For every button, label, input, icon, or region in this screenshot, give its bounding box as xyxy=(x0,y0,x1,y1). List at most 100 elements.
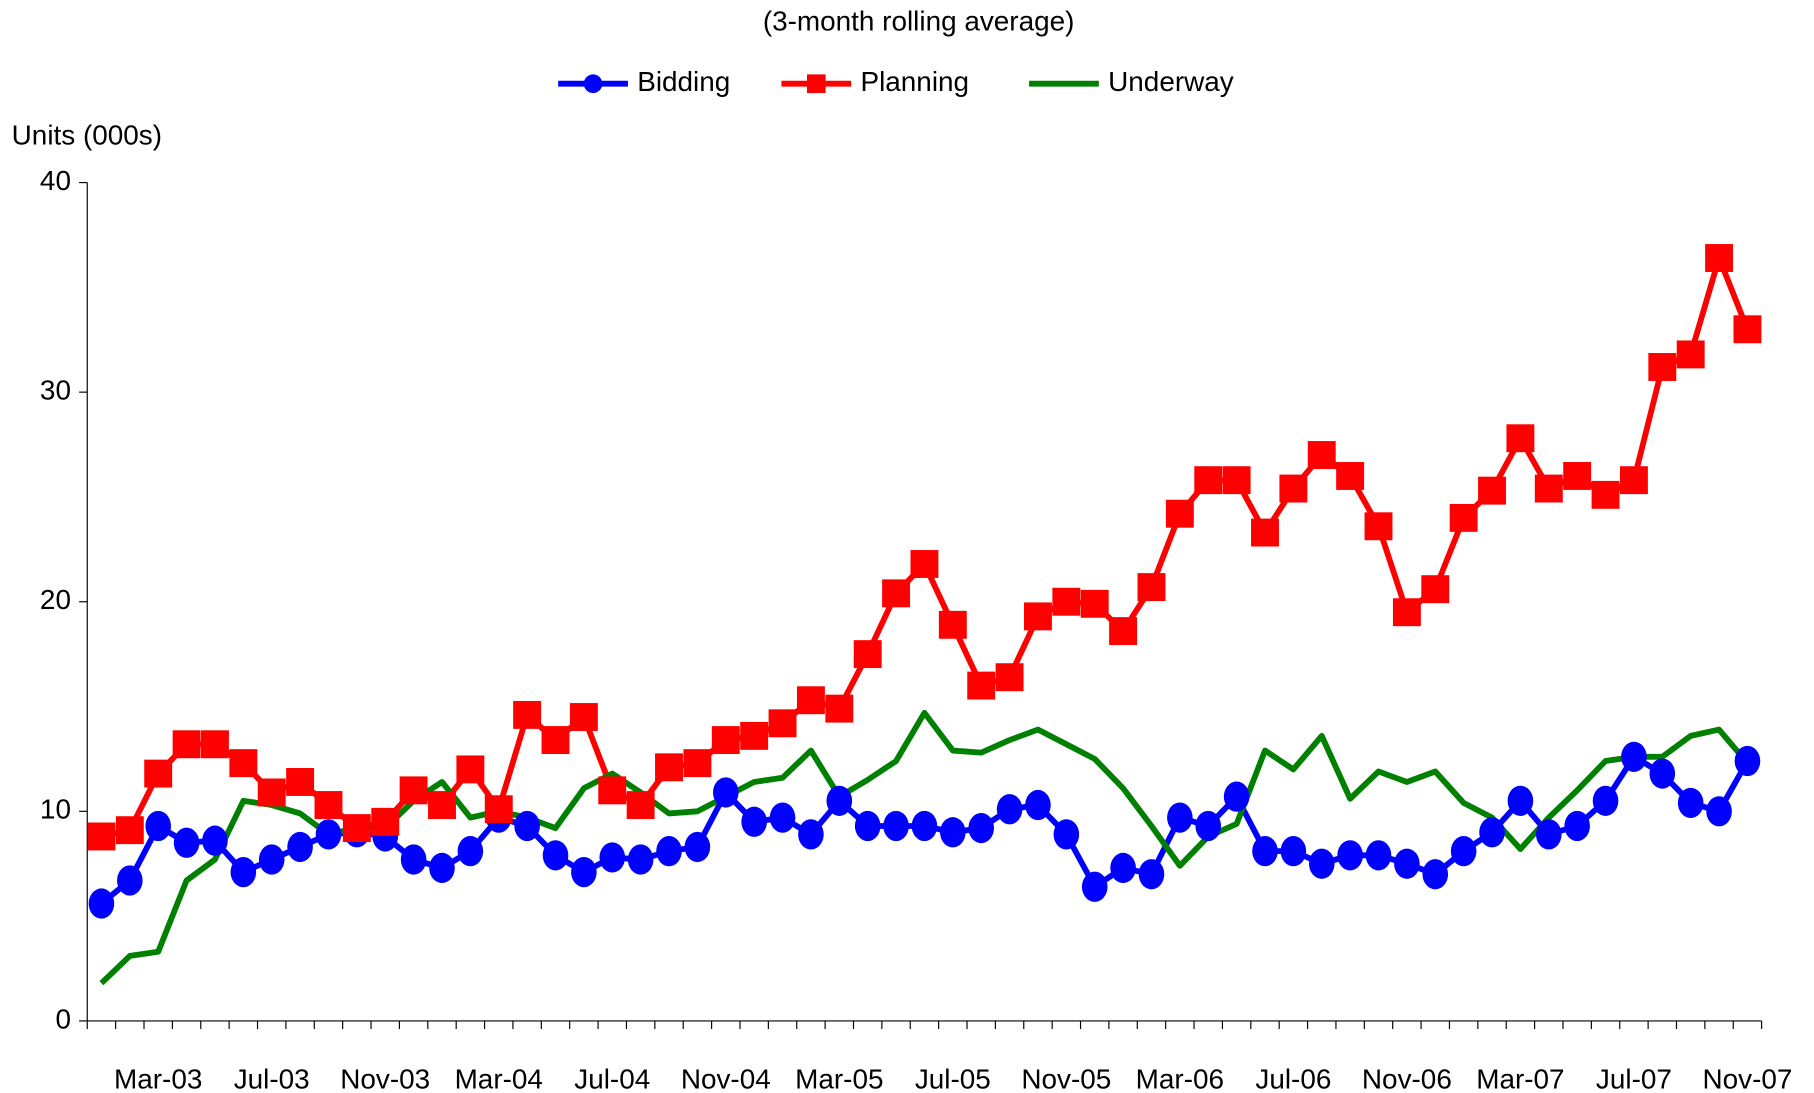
point xyxy=(513,700,542,729)
point xyxy=(371,807,400,836)
y-tick-label: 0 xyxy=(55,1003,71,1034)
legend-label: Planning xyxy=(860,66,969,97)
point xyxy=(1507,785,1534,816)
point xyxy=(1591,480,1620,509)
x-tick-label: Mar-05 xyxy=(795,1064,883,1093)
point xyxy=(853,640,882,669)
point xyxy=(655,753,683,782)
point xyxy=(599,842,626,873)
point xyxy=(769,802,796,833)
point xyxy=(712,777,739,808)
point xyxy=(1194,466,1223,495)
x-tick-label: Jul-03 xyxy=(234,1064,310,1093)
point xyxy=(257,778,286,807)
y-tick-label: 10 xyxy=(40,794,71,825)
point xyxy=(883,810,909,842)
x-tick-label: Jul-05 xyxy=(915,1064,991,1093)
point xyxy=(1648,353,1677,381)
point xyxy=(1733,315,1762,344)
point xyxy=(1308,848,1335,879)
y-tick-label: 40 xyxy=(40,165,71,196)
point xyxy=(1564,810,1590,842)
point xyxy=(1619,466,1648,495)
y-tick-label: 20 xyxy=(40,584,71,615)
point xyxy=(287,831,313,863)
point xyxy=(1052,587,1081,616)
point xyxy=(1109,617,1138,646)
point xyxy=(399,776,428,805)
legend-label: Bidding xyxy=(637,66,730,97)
y-tick-label: 30 xyxy=(40,375,71,406)
point xyxy=(1479,817,1505,848)
point xyxy=(1053,819,1080,850)
point xyxy=(825,694,854,723)
point xyxy=(1280,836,1307,867)
point xyxy=(938,610,967,639)
point xyxy=(342,814,371,843)
point xyxy=(202,825,228,856)
y-axis-label: Units (000s) xyxy=(12,120,162,151)
point xyxy=(1165,499,1194,528)
point xyxy=(967,671,996,700)
point xyxy=(1081,871,1108,902)
point xyxy=(144,759,173,788)
point xyxy=(230,856,257,888)
point xyxy=(1535,819,1562,850)
point xyxy=(1137,573,1166,602)
point xyxy=(201,730,229,759)
point xyxy=(115,816,144,845)
point xyxy=(1222,466,1251,495)
point xyxy=(1167,802,1193,833)
point xyxy=(1421,575,1450,604)
x-tick-label: Mar-06 xyxy=(1136,1064,1224,1093)
point xyxy=(457,836,484,867)
point xyxy=(1422,859,1449,890)
point xyxy=(1449,503,1478,532)
point xyxy=(1592,785,1619,816)
point xyxy=(1392,598,1421,627)
point xyxy=(1337,840,1363,871)
point xyxy=(854,810,881,842)
point xyxy=(569,703,598,731)
point xyxy=(484,795,513,824)
point xyxy=(1138,859,1165,890)
point xyxy=(541,726,570,755)
x-tick-label: Jul-06 xyxy=(1255,1064,1331,1093)
point xyxy=(400,844,427,875)
x-tick-label: Mar-07 xyxy=(1476,1064,1564,1093)
point xyxy=(429,852,455,884)
point xyxy=(1506,424,1535,453)
x-tick-label: Mar-03 xyxy=(114,1064,202,1093)
point xyxy=(258,844,285,875)
point xyxy=(1252,836,1278,867)
point xyxy=(995,663,1024,692)
point xyxy=(1336,462,1365,490)
x-tick-label: Jul-07 xyxy=(1596,1064,1672,1093)
point xyxy=(145,810,171,842)
point xyxy=(1734,745,1761,777)
x-tick-label: Nov-07 xyxy=(1702,1064,1792,1093)
point xyxy=(798,819,824,850)
point xyxy=(1223,781,1250,812)
point xyxy=(1534,474,1563,503)
point xyxy=(315,819,342,850)
point xyxy=(514,810,540,842)
point xyxy=(626,791,655,819)
x-tick-label: Jul-04 xyxy=(574,1064,650,1093)
point xyxy=(1621,741,1647,772)
point xyxy=(1394,848,1420,879)
point xyxy=(1364,512,1393,541)
point xyxy=(1025,789,1051,821)
point xyxy=(882,579,911,608)
point xyxy=(740,721,769,750)
point xyxy=(117,865,143,896)
point xyxy=(1649,758,1676,789)
point xyxy=(627,844,654,875)
x-tick-label: Nov-06 xyxy=(1362,1064,1452,1093)
point xyxy=(711,726,740,755)
point xyxy=(286,768,315,796)
point xyxy=(1195,810,1222,842)
point xyxy=(768,709,797,738)
x-tick-label: Nov-05 xyxy=(1021,1064,1111,1093)
point xyxy=(1251,518,1279,547)
